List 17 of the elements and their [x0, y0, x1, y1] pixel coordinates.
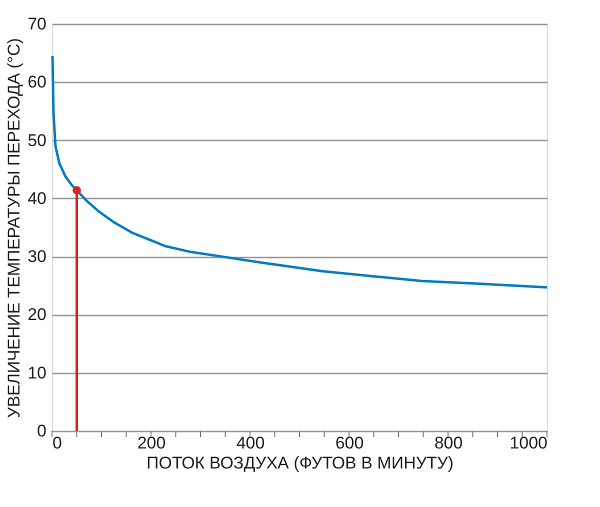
x-tick-label: 800 — [434, 434, 463, 452]
x-tick-label: 200 — [137, 434, 166, 452]
x-tick-label: 0 — [52, 434, 62, 452]
y-tick-label: 20 — [28, 305, 46, 324]
x-tick-label: 1000 — [510, 434, 548, 452]
y-axis-title: УВЕЛИЧЕНИЕ ТЕМПЕРАТУРЫ ПЕРЕХОДА (°C) — [4, 38, 24, 418]
y-tick-label: 50 — [28, 130, 46, 150]
y-tick-label: 70 — [28, 14, 46, 34]
y-tick-label: 30 — [28, 247, 46, 266]
x-tick-label: 400 — [236, 434, 265, 452]
y-tick-label: 0 — [37, 422, 46, 440]
x-tick-label: 600 — [335, 434, 364, 452]
y-tick-label: 60 — [28, 72, 46, 92]
y-tick-label: 10 — [28, 363, 46, 382]
x-axis-title: ПОТОК ВОЗДУХА (ФУТОВ В МИНУТУ) — [146, 454, 454, 472]
line-series — [51, 54, 548, 289]
y-tick-label: 40 — [28, 188, 46, 208]
